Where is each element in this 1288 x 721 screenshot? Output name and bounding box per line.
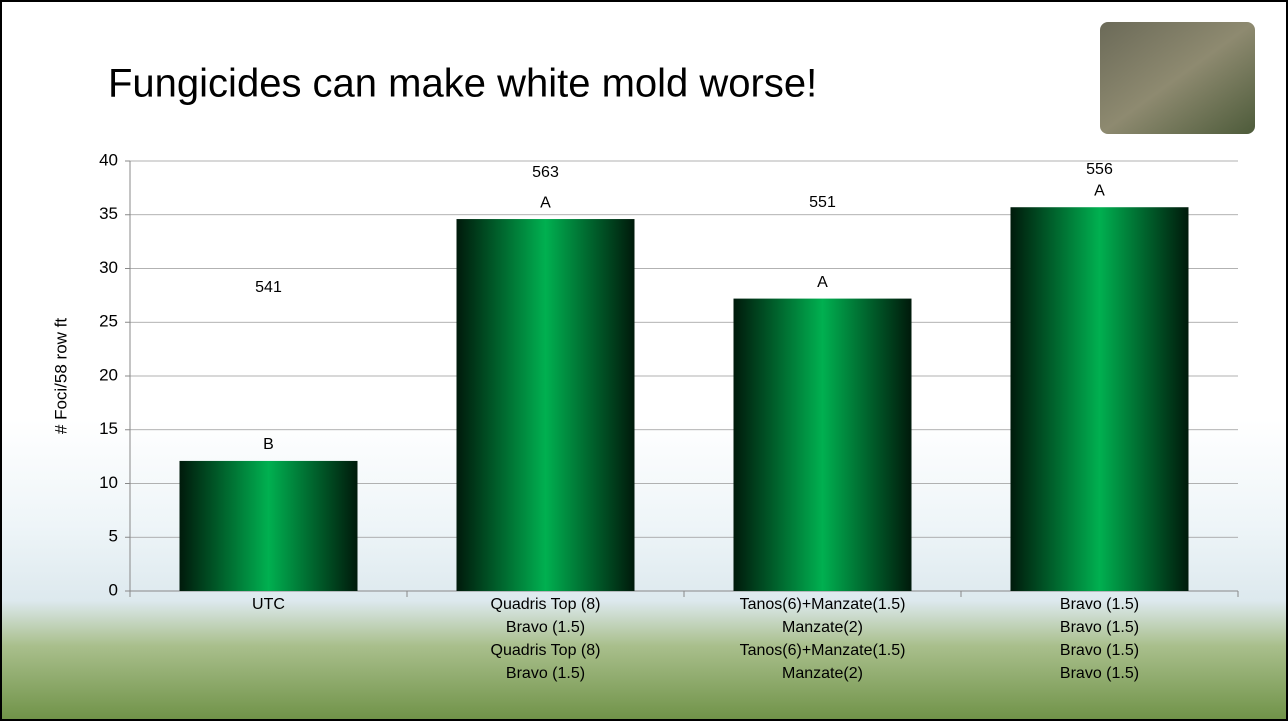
y-tick-label: 0 [109, 580, 118, 599]
y-tick-label: 25 [99, 312, 118, 331]
slide-title: Fungicides can make white mold worse! [108, 62, 817, 106]
x-tick-label: UTC [252, 596, 285, 613]
x-tick-label: Bravo (1.5) [1060, 596, 1139, 613]
y-tick-label: 20 [99, 365, 118, 384]
significance-letter: A [1094, 182, 1105, 199]
x-tick-label: Quadris Top (8) [491, 596, 601, 613]
bar [456, 219, 635, 592]
y-tick-label: 30 [99, 258, 118, 277]
y-tick-label: 40 [99, 150, 118, 169]
x-tick-label: Bravo (1.5) [1060, 642, 1139, 659]
x-tick-label: Bravo (1.5) [506, 619, 585, 636]
x-tick-label: Bravo (1.5) [1060, 665, 1139, 682]
x-tick-label: Quadris Top (8) [491, 642, 601, 659]
bar [733, 298, 912, 591]
y-tick-label: 35 [99, 204, 118, 223]
yield-label: 563 [532, 164, 559, 181]
bar [1010, 207, 1189, 591]
significance-letter: B [263, 436, 274, 453]
y-tick-label: 5 [109, 527, 118, 546]
significance-letter: A [817, 274, 828, 291]
yield-label: 556 [1086, 161, 1113, 178]
x-tick-label: Bravo (1.5) [506, 665, 585, 682]
y-tick-label: 10 [99, 473, 118, 492]
yield-label: 541 [255, 279, 282, 296]
x-tick-label: Manzate(2) [782, 619, 863, 636]
x-tick-label: Tanos(6)+Manzate(1.5) [740, 596, 906, 613]
x-tick-label: Manzate(2) [782, 665, 863, 682]
bar [179, 460, 358, 591]
x-tick-label: Tanos(6)+Manzate(1.5) [740, 642, 906, 659]
yield-label: 551 [809, 194, 836, 211]
thumbnail-photo [1100, 22, 1255, 134]
x-tick-label: Bravo (1.5) [1060, 619, 1139, 636]
y-tick-label: 15 [99, 419, 118, 438]
significance-letter: A [540, 194, 551, 211]
y-axis-label: # Foci/58 row ft [51, 318, 70, 434]
